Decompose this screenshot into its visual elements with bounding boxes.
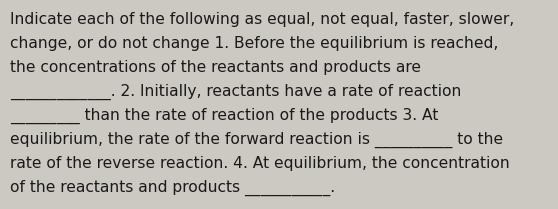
Text: _____________. 2. Initially, reactants have a rate of reaction: _____________. 2. Initially, reactants h… [10, 84, 461, 100]
Text: change, or do not change 1. Before the equilibrium is reached,: change, or do not change 1. Before the e… [10, 36, 498, 51]
Text: the concentrations of the reactants and products are: the concentrations of the reactants and … [10, 60, 421, 75]
Text: equilibrium, the rate of the forward reaction is __________ to the: equilibrium, the rate of the forward rea… [10, 132, 503, 148]
Text: rate of the reverse reaction. 4. At equilibrium, the concentration: rate of the reverse reaction. 4. At equi… [10, 156, 510, 171]
Text: of the reactants and products ___________.: of the reactants and products __________… [10, 180, 335, 196]
Text: Indicate each of the following as equal, not equal, faster, slower,: Indicate each of the following as equal,… [10, 12, 514, 27]
Text: _________ than the rate of reaction of the products 3. At: _________ than the rate of reaction of t… [10, 108, 439, 124]
